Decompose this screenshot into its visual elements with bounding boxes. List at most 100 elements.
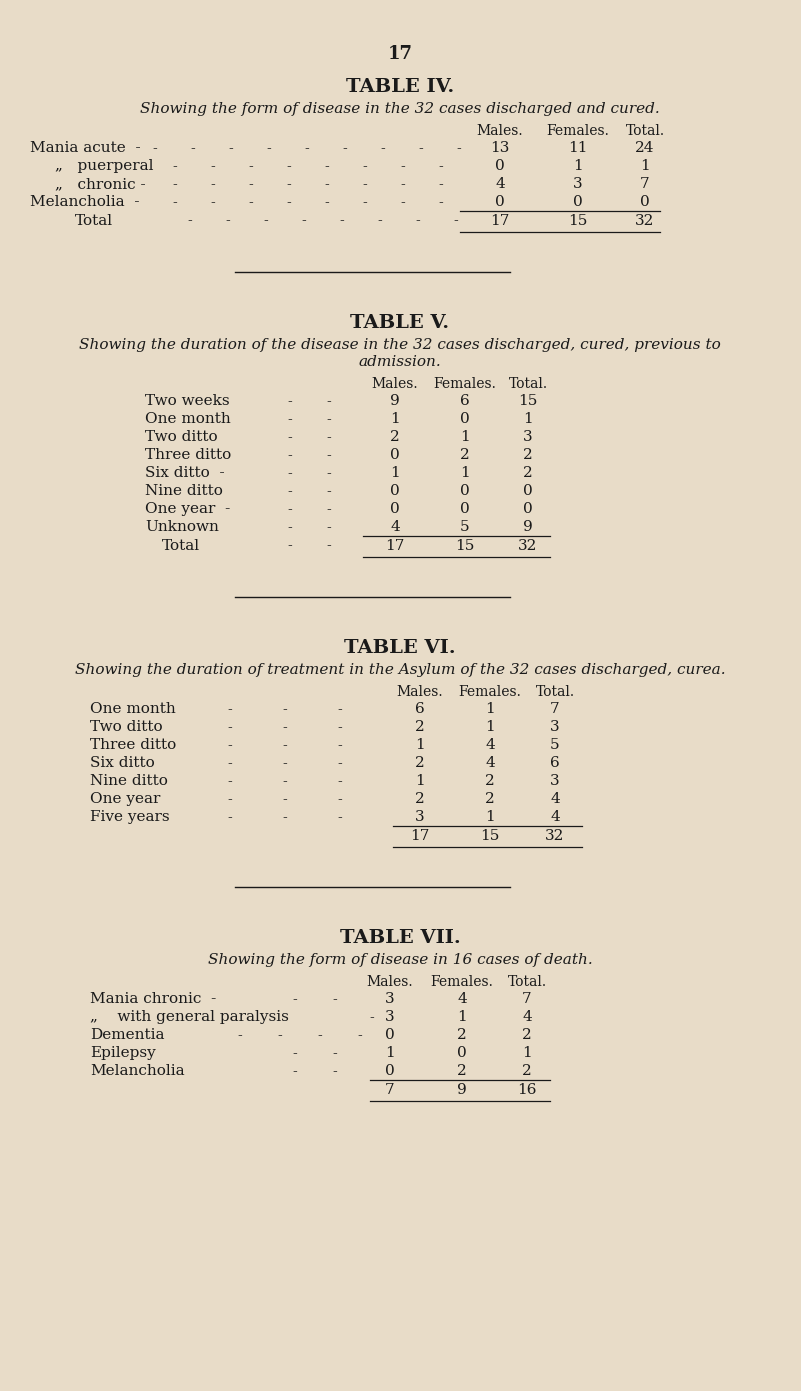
Text: One year: One year <box>90 791 160 805</box>
Text: admission.: admission. <box>359 355 441 369</box>
Text: -: - <box>292 1066 297 1079</box>
Text: Total.: Total. <box>508 975 546 989</box>
Text: 2: 2 <box>485 773 495 787</box>
Text: 3: 3 <box>523 430 533 444</box>
Text: -: - <box>267 142 272 156</box>
Text: -: - <box>338 793 342 807</box>
Text: 0: 0 <box>495 195 505 209</box>
Text: 3: 3 <box>550 773 560 787</box>
Text: 4: 4 <box>390 520 400 534</box>
Text: 3: 3 <box>385 1010 395 1024</box>
Text: -: - <box>377 214 382 228</box>
Text: -: - <box>173 178 177 192</box>
Text: 17: 17 <box>385 538 405 554</box>
Text: 2: 2 <box>415 721 425 734</box>
Text: Males.: Males. <box>477 124 523 138</box>
Text: 0: 0 <box>390 448 400 462</box>
Text: -: - <box>287 196 292 210</box>
Text: -: - <box>283 811 288 825</box>
Text: 15: 15 <box>569 214 588 228</box>
Text: -: - <box>226 214 231 228</box>
Text: 6: 6 <box>460 394 470 408</box>
Text: 1: 1 <box>574 159 583 172</box>
Text: 2: 2 <box>460 448 470 462</box>
Text: -: - <box>153 142 157 156</box>
Text: 4: 4 <box>485 755 495 771</box>
Text: 4: 4 <box>495 177 505 191</box>
Text: -: - <box>327 413 332 427</box>
Text: Nine ditto: Nine ditto <box>90 773 168 787</box>
Text: Three ditto: Three ditto <box>145 448 231 462</box>
Text: 0: 0 <box>460 412 470 426</box>
Text: 2: 2 <box>522 1028 532 1042</box>
Text: 2: 2 <box>415 755 425 771</box>
Text: 2: 2 <box>457 1028 467 1042</box>
Text: -: - <box>457 142 461 156</box>
Text: 0: 0 <box>640 195 650 209</box>
Text: Total.: Total. <box>626 124 665 138</box>
Text: Epilepsy: Epilepsy <box>90 1046 155 1060</box>
Text: 4: 4 <box>550 791 560 805</box>
Text: 3: 3 <box>550 721 560 734</box>
Text: -: - <box>332 993 337 1007</box>
Text: 1: 1 <box>390 412 400 426</box>
Text: 6: 6 <box>415 702 425 716</box>
Text: -: - <box>288 538 292 554</box>
Text: 2: 2 <box>523 448 533 462</box>
Text: 1: 1 <box>390 466 400 480</box>
Text: -: - <box>227 757 232 771</box>
Text: One month: One month <box>145 412 231 426</box>
Text: -: - <box>338 775 342 789</box>
Text: -: - <box>248 160 253 174</box>
Text: -: - <box>332 1047 337 1061</box>
Text: -: - <box>318 1029 322 1043</box>
Text: -: - <box>228 142 233 156</box>
Text: 32: 32 <box>545 829 565 843</box>
Text: 1: 1 <box>415 773 425 787</box>
Text: 0: 0 <box>457 1046 467 1060</box>
Text: TABLE V.: TABLE V. <box>351 314 449 332</box>
Text: 1: 1 <box>485 702 495 716</box>
Text: 1: 1 <box>457 1010 467 1024</box>
Text: Nine ditto: Nine ditto <box>145 484 223 498</box>
Text: 15: 15 <box>481 829 500 843</box>
Text: 0: 0 <box>390 502 400 516</box>
Text: 7: 7 <box>385 1084 395 1097</box>
Text: 2: 2 <box>523 466 533 480</box>
Text: -: - <box>327 395 332 409</box>
Text: 5: 5 <box>461 520 470 534</box>
Text: One year  -: One year - <box>145 502 230 516</box>
Text: 24: 24 <box>635 140 654 154</box>
Text: 1: 1 <box>523 412 533 426</box>
Text: -: - <box>302 214 306 228</box>
Text: 4: 4 <box>457 992 467 1006</box>
Text: 32: 32 <box>518 538 537 554</box>
Text: -: - <box>173 160 177 174</box>
Text: 6: 6 <box>550 755 560 771</box>
Text: 2: 2 <box>390 430 400 444</box>
Text: -: - <box>400 196 405 210</box>
Text: -: - <box>283 702 288 716</box>
Text: -: - <box>292 1047 297 1061</box>
Text: Showing the form of disease in 16 cases of death.: Showing the form of disease in 16 cases … <box>207 953 593 967</box>
Text: -: - <box>288 504 292 517</box>
Text: -: - <box>363 196 368 210</box>
Text: Showing the duration of treatment in the Asylum of the 32 cases discharged, cure: Showing the duration of treatment in the… <box>74 664 726 677</box>
Text: -: - <box>400 178 405 192</box>
Text: TABLE IV.: TABLE IV. <box>346 78 454 96</box>
Text: „    with general paralysis: „ with general paralysis <box>90 1010 289 1024</box>
Text: Three ditto: Three ditto <box>90 739 176 753</box>
Text: 32: 32 <box>635 214 654 228</box>
Text: 17: 17 <box>410 829 429 843</box>
Text: Melancholia  -: Melancholia - <box>30 195 139 209</box>
Text: -: - <box>369 1011 374 1025</box>
Text: -: - <box>416 214 421 228</box>
Text: -: - <box>288 485 292 499</box>
Text: Females.: Females. <box>433 377 497 391</box>
Text: Females.: Females. <box>546 124 610 138</box>
Text: -: - <box>288 395 292 409</box>
Text: -: - <box>211 160 215 174</box>
Text: -: - <box>357 1029 362 1043</box>
Text: Two ditto: Two ditto <box>90 721 163 734</box>
Text: 2: 2 <box>457 1064 467 1078</box>
